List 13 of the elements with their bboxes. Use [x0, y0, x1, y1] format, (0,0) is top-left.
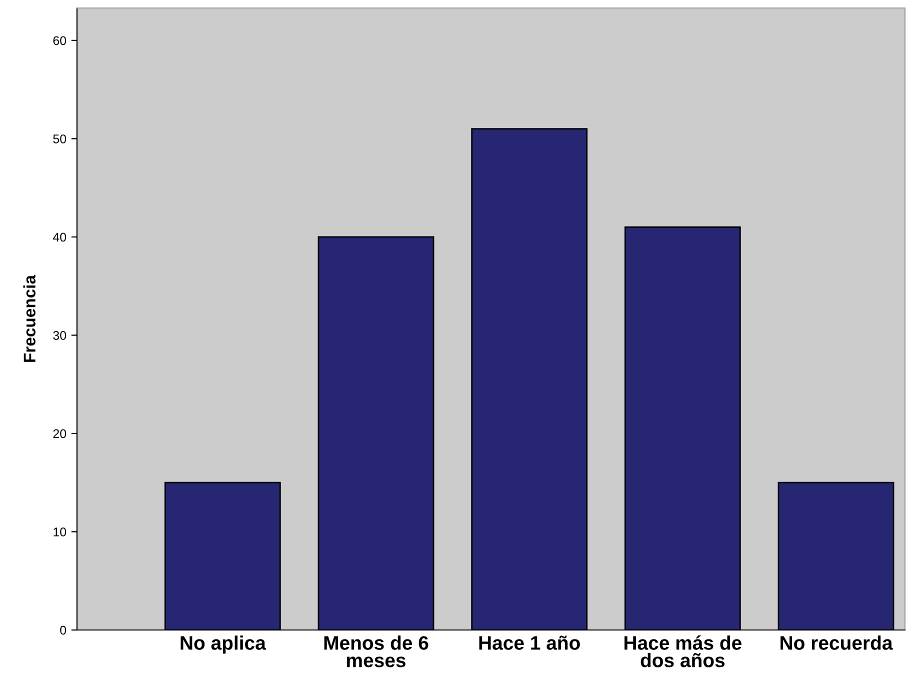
y-axis-title: Frecuencia — [23, 274, 36, 362]
x-tick-label: Hace 1 año — [479, 636, 580, 650]
y-tick-label: 0 — [60, 626, 66, 635]
x-tick-label: No aplica — [180, 636, 266, 654]
y-tick-label: 10 — [54, 528, 66, 536]
x-tick-label: No recuerda — [780, 636, 893, 650]
y-tick-label: 40 — [52, 232, 66, 242]
y-tick-label: 50 — [53, 134, 66, 144]
y-tick-label: 60 — [53, 36, 66, 46]
y-tick-label: 30 — [53, 331, 66, 340]
y-tick-label: 20 — [53, 429, 66, 438]
x-tick-label: Menos de 6 meses — [324, 636, 428, 668]
x-tick-label: Hace más de dos años — [624, 635, 742, 668]
